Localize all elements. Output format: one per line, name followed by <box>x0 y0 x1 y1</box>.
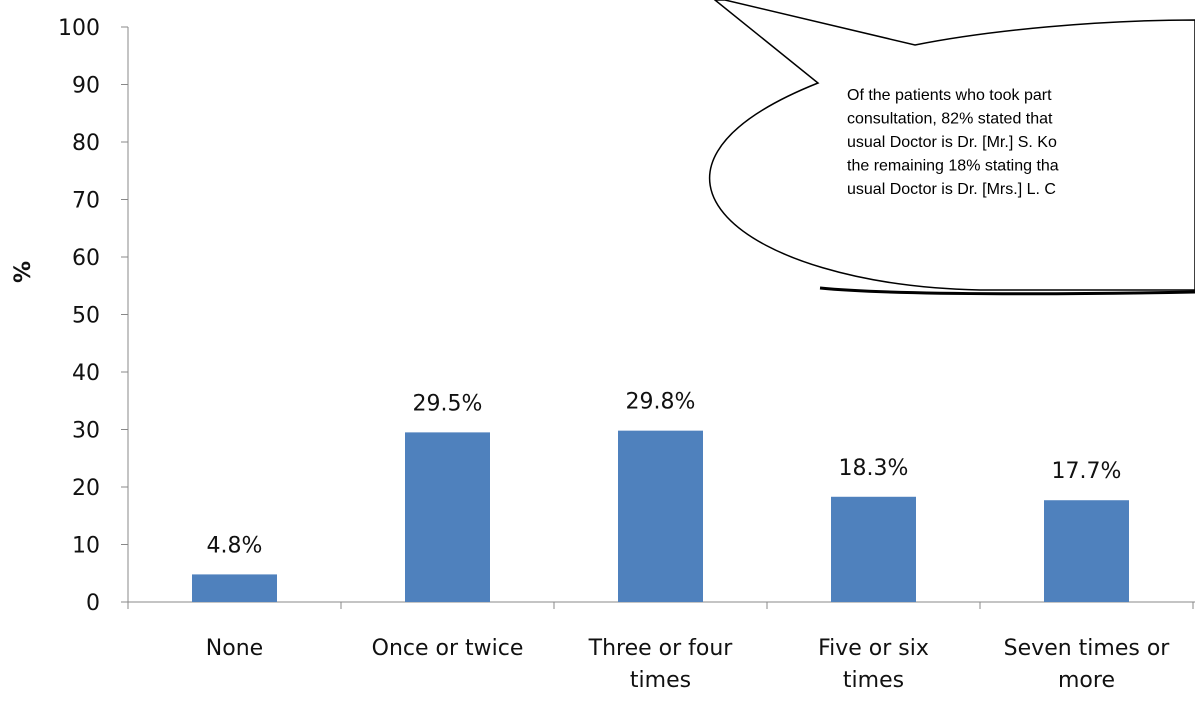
category-label-line: None <box>206 636 263 661</box>
bar <box>405 432 490 602</box>
data-label: 17.7% <box>1052 459 1122 484</box>
callout-text-line: consultation, 82% stated that <box>847 111 1053 128</box>
callout-shadow <box>819 286 1195 296</box>
data-label: 29.5% <box>413 391 483 416</box>
bar <box>192 574 277 602</box>
y-tick-label: 20 <box>72 476 100 501</box>
y-tick-label: 70 <box>72 189 100 214</box>
callout-text-line: usual Doctor is Dr. [Mrs.] L. C <box>847 181 1056 198</box>
category-label-line: times <box>843 668 904 693</box>
bar <box>1044 500 1129 602</box>
bar <box>618 430 703 602</box>
y-axis: 0 10 20 30 40 50 60 70 80 90 100 <box>58 16 129 616</box>
callout-text-line: Of the patients who took part <box>847 87 1052 104</box>
category-label: Three or four times <box>588 636 734 693</box>
category-labels: None Once or twice Three or four timesFive … <box>206 636 1170 693</box>
y-tick-label: 90 <box>72 74 100 99</box>
bars <box>192 430 1129 602</box>
data-label: 18.3% <box>839 456 909 481</box>
x-axis <box>127 601 1195 609</box>
y-tick-label: 10 <box>72 534 100 559</box>
category-label-line: more <box>1058 668 1115 693</box>
y-axis-label: % <box>11 261 36 283</box>
callout-text: Of the patients who took part consultatio… <box>847 87 1059 198</box>
callout-text-line: the remaining 18% stating tha <box>847 158 1059 175</box>
y-tick-label: 60 <box>72 246 100 271</box>
y-tick-label: 80 <box>72 131 100 156</box>
data-label: 4.8% <box>207 533 263 558</box>
category-label: Once or twice <box>372 636 524 661</box>
callout-bubble: Of the patients who took part consultatio… <box>708 0 1195 296</box>
data-label: 29.8% <box>626 390 696 415</box>
callout-shape <box>708 0 1195 291</box>
bar <box>831 496 916 602</box>
y-tick-label: 30 <box>72 419 100 444</box>
category-label-line: Five or six <box>818 636 929 661</box>
category-label-line: Once or twice <box>372 636 524 661</box>
category-label: Five or six times <box>818 636 929 693</box>
y-tick-label: 40 <box>72 361 100 386</box>
category-label-line: times <box>630 668 691 693</box>
category-label-line: Seven times or <box>1004 636 1171 661</box>
y-tick-label: 100 <box>58 16 100 41</box>
category-label: Seven times or more <box>1004 636 1171 693</box>
y-tick-label: 0 <box>86 591 100 616</box>
y-tick-label: 50 <box>72 304 100 329</box>
category-label: None <box>206 636 263 661</box>
data-labels: 4.8% 29.5% 29.8% 18.3% 17.7% <box>207 390 1122 559</box>
category-label-line: Three or four <box>588 636 734 661</box>
callout-text-line: usual Doctor is Dr. [Mr.] S. Ko <box>847 134 1057 151</box>
